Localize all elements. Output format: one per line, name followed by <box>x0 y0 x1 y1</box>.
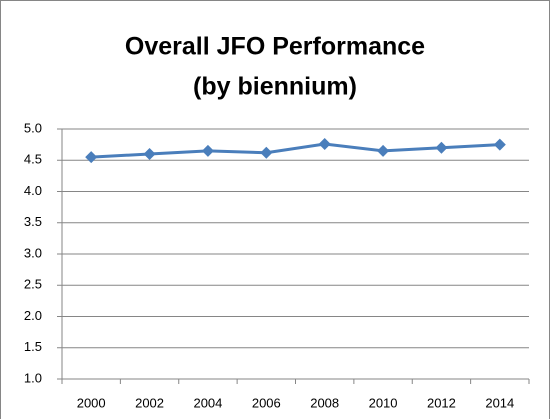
y-tick-label: 3.0 <box>24 245 42 260</box>
y-tick-label: 2.5 <box>24 277 42 292</box>
data-marker <box>435 141 448 154</box>
x-tick-label: 2002 <box>135 395 164 410</box>
y-tick-label: 4.0 <box>24 183 42 198</box>
x-tick-label: 2014 <box>485 395 514 410</box>
y-tick-label: 2.0 <box>24 308 42 323</box>
data-marker <box>85 151 98 164</box>
x-tick-label: 2008 <box>310 395 339 410</box>
chart-title: Overall JFO Performance <box>125 33 425 61</box>
y-tick-label: 5.0 <box>24 120 42 135</box>
y-tick-label: 1.5 <box>24 339 42 354</box>
y-tick-label: 1.0 <box>24 370 42 385</box>
y-tick-label: 3.5 <box>24 214 42 229</box>
data-marker <box>318 138 331 150</box>
x-tick-label: 2010 <box>369 395 398 410</box>
data-marker <box>201 144 214 157</box>
x-tick-label: 2000 <box>77 395 106 410</box>
data-marker <box>377 144 390 157</box>
data-marker <box>260 146 273 159</box>
data-marker <box>493 138 506 151</box>
x-tick-label: 2006 <box>252 395 281 410</box>
x-tick-label: 2004 <box>193 395 222 410</box>
data-marker <box>143 148 156 160</box>
chart-subtitle: (by biennium) <box>193 73 357 101</box>
x-tick-label: 2012 <box>427 395 456 410</box>
data-line <box>91 142 500 159</box>
y-tick-label: 4.5 <box>24 152 42 167</box>
